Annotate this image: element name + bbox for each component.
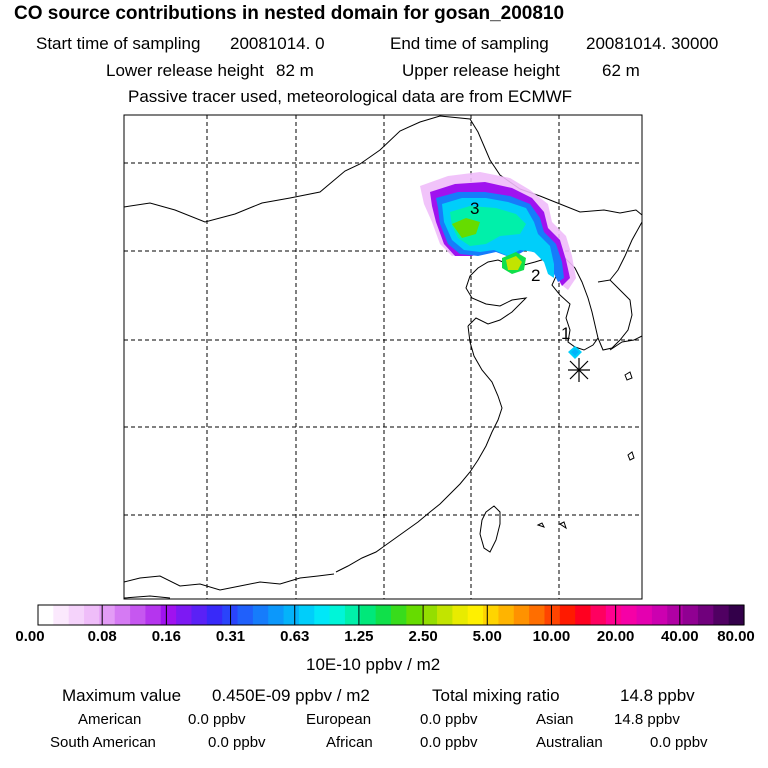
colorbar-tick-label: 20.00: [596, 628, 635, 645]
region-name: Asian: [536, 711, 574, 728]
colorbar-swatch: [529, 605, 546, 625]
colorbar-tick-label: 2.50: [408, 628, 438, 645]
colorbar-swatch: [268, 605, 285, 625]
colorbar-swatch: [406, 605, 423, 625]
start-time-value: 20081014. 0: [230, 34, 325, 53]
colorbar-swatch: [99, 605, 116, 625]
region-value: 0.0 ppbv: [650, 734, 708, 751]
asterisk-icon: [568, 358, 590, 382]
colorbar-swatch: [68, 605, 85, 625]
colorbar-swatch: [38, 605, 54, 625]
upper-height-value: 62 m: [602, 61, 640, 80]
colorbar-swatch: [483, 605, 500, 625]
colorbar-swatch: [590, 605, 607, 625]
upper-height-label: Upper release height: [402, 61, 560, 80]
max-value: 0.450E-09 ppbv / m2: [212, 686, 370, 705]
colorbar-swatch: [682, 605, 699, 625]
region-name: American: [78, 711, 142, 728]
colorbar-units: 10E-10 ppbv / m2: [306, 655, 441, 674]
marker-label-2: 2: [531, 266, 540, 285]
colorbar-swatch: [375, 605, 392, 625]
colorbar-swatch: [360, 605, 377, 625]
colorbar-swatch: [344, 605, 361, 625]
colorbar-tick-label: 1.25: [344, 628, 374, 645]
region-name: African: [326, 734, 373, 751]
colorbar-swatch: [621, 605, 638, 625]
colorbar-swatch: [84, 605, 100, 625]
colorbar-swatch: [559, 605, 576, 625]
total-mixing-value: 14.8 ppbv: [620, 686, 695, 705]
colorbar-tick-label: 10.00: [532, 628, 571, 645]
colorbar-swatch: [391, 605, 407, 625]
colorbar-swatch: [145, 605, 162, 625]
colorbar-swatch: [651, 605, 668, 625]
colorbar-swatch: [160, 605, 177, 625]
colorbar-swatch: [283, 605, 300, 625]
colorbar-swatch: [697, 605, 714, 625]
colorbar-swatch: [298, 605, 315, 625]
start-time-label: Start time of sampling: [36, 34, 201, 53]
colorbar-tick-label: 0.00: [15, 628, 45, 645]
colorbar-swatch: [314, 605, 331, 625]
region-value: 14.8 ppbv: [614, 711, 680, 728]
colorbar-swatch: [176, 605, 193, 625]
region-name: South American: [50, 734, 156, 751]
colorbar-swatch: [252, 605, 269, 625]
colorbar-swatch: [437, 605, 453, 625]
max-value-label: Maximum value: [62, 686, 182, 705]
colorbar-swatch: [114, 605, 131, 625]
colorbar-swatch: [237, 605, 254, 625]
colorbar-swatch: [329, 605, 346, 625]
colorbar-swatch: [452, 605, 469, 625]
end-time-label: End time of sampling: [390, 34, 549, 53]
colorbar-swatch: [575, 605, 592, 625]
region-name: Australian: [536, 734, 603, 751]
colorbar-swatch: [467, 605, 484, 625]
colorbar-tick-label: 80.00: [717, 628, 755, 645]
lower-height-value: 82 m: [276, 61, 314, 80]
colorbar-swatch: [544, 605, 561, 625]
region-name: European: [306, 711, 372, 728]
colorbar-swatch: [667, 605, 684, 625]
end-time-value: 20081014. 30000: [586, 34, 719, 53]
region-value: 0.0 ppbv: [188, 711, 246, 728]
colorbar: [37, 604, 745, 626]
region-value: 0.0 ppbv: [420, 711, 478, 728]
map-frame: [123, 114, 643, 600]
colorbar-tick-label: 0.08: [87, 628, 117, 645]
colorbar-outline: [37, 604, 745, 626]
colorbar-swatch: [130, 605, 147, 625]
colorbar-tick-label: 0.63: [280, 628, 310, 645]
colorbar-swatch: [421, 605, 438, 625]
colorbar-swatch: [728, 605, 745, 625]
colorbar-swatch: [53, 605, 70, 625]
colorbar-swatch: [206, 605, 223, 625]
region-value: 0.0 ppbv: [420, 734, 478, 751]
colorbar-swatch: [498, 605, 515, 625]
colorbar-swatch: [605, 605, 622, 625]
colorbar-tick-label: 40.00: [661, 628, 699, 645]
source-plume: [420, 172, 582, 359]
marker-label-1: 1: [561, 324, 570, 343]
tracer-note: Passive tracer used, meteorological data…: [128, 87, 573, 106]
colorbar-swatch: [191, 605, 208, 625]
colorbar-swatch: [513, 605, 530, 625]
total-mixing-label: Total mixing ratio: [432, 686, 560, 705]
coastlines: [123, 115, 643, 599]
colorbar-tick-label: 5.00: [472, 628, 502, 645]
colorbar-swatch: [636, 605, 653, 625]
lower-height-label: Lower release height: [106, 61, 264, 80]
colorbar-tick-label: 0.31: [215, 628, 246, 645]
region-value: 0.0 ppbv: [208, 734, 266, 751]
colorbar-swatch: [713, 605, 730, 625]
marker-label-3: 3: [470, 199, 479, 218]
plot-title: CO source contributions in nested domain…: [14, 3, 565, 24]
colorbar-tick-label: 0.16: [151, 628, 181, 645]
